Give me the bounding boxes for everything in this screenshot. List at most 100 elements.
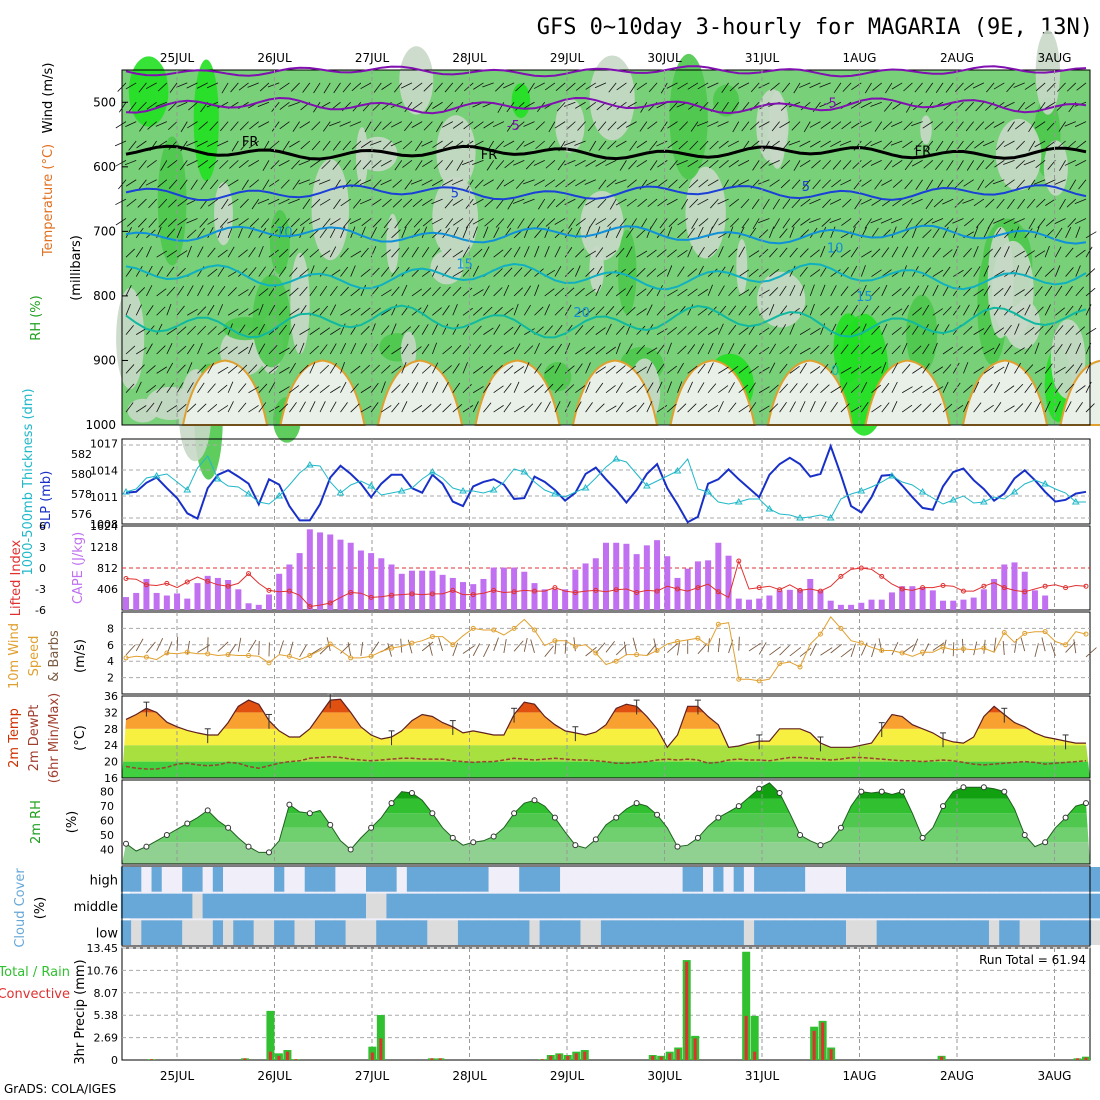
cape-bar [327,534,334,610]
wind-barb [1075,218,1087,225]
cloud-cell-low [651,920,663,945]
cloud-cell-middle [141,893,153,919]
cloud-cell-middle [120,893,132,919]
wind-barb [248,308,259,316]
wind-barb [411,246,419,258]
surface-barb [299,644,307,658]
wind-barb [197,403,207,413]
wind-barb [830,323,837,335]
wind-barb [1074,198,1087,205]
wind-barb [639,121,648,132]
wind-barb [993,305,1002,316]
wind-barb [657,160,668,168]
wind-barb [155,101,167,108]
li-marker [143,582,149,588]
wind-barb [738,343,746,355]
isotherm--5 [125,96,1087,115]
wind-barb [891,345,901,355]
wind-barb [615,382,623,393]
wind-barb [156,306,166,316]
wind-barb [772,198,780,210]
wind-barb [728,324,737,335]
wind-barb [1003,362,1010,374]
cloud-cell-low [417,920,428,945]
wind-barb [820,384,830,394]
cloud-cell-high [856,867,868,892]
cloud-cell-middle [825,893,837,919]
wind-barb [564,247,573,258]
wind-barb [248,140,260,149]
wind-barb [523,285,532,297]
wind-barb [268,382,276,393]
wind-barb [404,102,413,113]
wind-barb [168,101,178,111]
rh-marker [817,842,824,849]
surface-barb [523,637,528,652]
wind-barb [901,342,908,355]
wind-barb [361,218,372,227]
wind-barb [932,308,943,316]
rh-patch [580,190,624,261]
cloud-cell-middle [549,893,561,919]
wind-barb [922,246,930,258]
wind-barb [840,179,852,186]
wind-barb [282,140,290,152]
wind-barb [452,250,463,258]
wind-barb [850,265,858,277]
wind-barb [527,218,535,229]
cloud-cell-middle [253,893,265,919]
wind-barb [1015,121,1025,130]
wind-barb [891,308,903,316]
wind-barb [503,402,512,413]
wind-barb [421,160,433,168]
wind-barb [227,308,239,316]
wind-barb [247,82,259,88]
thickness-marker [949,496,958,503]
wind-barb [278,305,288,316]
wind-barb [678,140,688,150]
wind-barb [779,285,787,297]
wind-barb [503,267,513,277]
wind-barb [227,246,235,258]
wind-barb [1065,247,1074,258]
wind-barb [994,160,1005,168]
wind-barb [890,218,903,224]
y-tick-label: 2.69 [94,1032,119,1045]
cape-bar [429,570,436,610]
surface-barb [769,646,781,656]
wind-barb [238,160,249,169]
wind-barb [176,250,188,258]
wind-marker [593,650,599,656]
cloud-cell-middle [703,893,714,919]
wind-barb [1075,385,1086,394]
surface-barb [605,641,615,653]
wind-barb [697,343,705,355]
wind-barb [350,365,361,374]
wind-barb [646,401,653,413]
wind-barb [258,343,266,355]
wind-barb [574,160,586,167]
wind-barb [564,159,576,166]
wind-barb [874,121,883,132]
wind-barb [554,343,562,355]
wind-barb [799,82,811,88]
surface-barb [156,637,164,651]
li-marker [777,587,783,593]
cloud-cell-low [876,920,888,945]
cloud-cell-high [651,867,663,892]
cape-bar [735,598,742,610]
wind-barb [472,265,480,277]
cloud-cell-middle [897,893,908,919]
wind-barb [891,326,902,335]
wind-barb [984,179,995,188]
wind-barb [442,121,453,128]
wind-barb [484,218,494,227]
wind-barb [135,381,142,393]
cloud-cell-middle [682,893,694,919]
wind-barb [148,218,157,228]
wind-barb [853,179,862,190]
wind-barb [803,121,811,133]
cloud-cell-low [948,920,959,945]
wind-barb [802,179,811,190]
wind-barb [241,179,249,191]
